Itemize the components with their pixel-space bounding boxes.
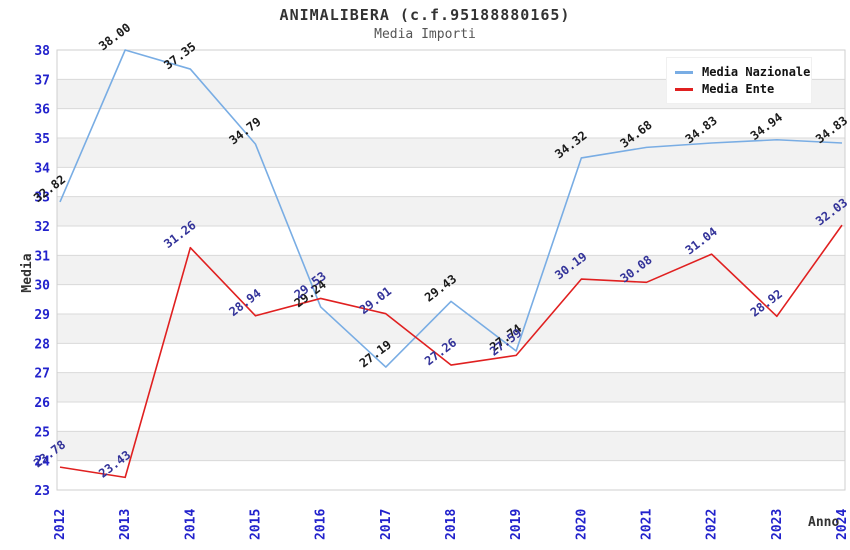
y-tick-label: 37 (34, 73, 50, 88)
x-tick-label: 2020 (574, 509, 589, 540)
legend-label: Media Ente (702, 82, 775, 96)
y-tick-label: 26 (34, 396, 50, 411)
y-tick-label: 29 (34, 308, 50, 323)
x-tick-label: 2014 (183, 509, 198, 540)
grid-band (57, 196, 845, 226)
y-tick-label: 35 (34, 132, 50, 147)
x-tick: 2015 (249, 509, 264, 540)
x-tick-label: 2015 (249, 509, 264, 540)
y-tick-label: 27 (34, 367, 50, 382)
plot-border (56, 49, 846, 491)
x-tick-label: 2019 (509, 509, 524, 540)
grid-band (57, 372, 845, 402)
series-line-media-ente (59, 224, 843, 479)
legend: Media Nazionale Media Ente (666, 57, 812, 104)
legend-item-media-nazionale: Media Nazionale (675, 64, 811, 80)
data-label: 31.04 (683, 225, 720, 258)
grid-band (57, 431, 845, 461)
x-axis-title: Anno (808, 515, 840, 530)
y-tick-label: 36 (34, 103, 50, 118)
x-tick-label: 2024 (835, 509, 850, 540)
x-tick: 2016 (314, 509, 329, 540)
grid-band (57, 314, 845, 344)
series-line-media-nazionale (59, 49, 843, 368)
x-tick: 2024 (835, 509, 850, 540)
y-tick-label: 33 (34, 191, 50, 206)
y-tick-label: 25 (34, 425, 50, 440)
x-tick: 2020 (574, 509, 589, 540)
x-tick: 2019 (509, 509, 524, 540)
y-tick-label: 32 (34, 220, 50, 235)
media-nazionale-line-swatch (675, 70, 693, 74)
x-tick: 2017 (379, 509, 394, 540)
x-tick: 2022 (705, 509, 720, 540)
data-label: 37.35 (161, 39, 198, 72)
chart-title: ANIMALIBERA (c.f.95188880165) (279, 6, 571, 24)
data-label: 38.00 (96, 20, 133, 53)
x-tick-label: 2013 (118, 509, 133, 540)
x-tick-label: 2021 (640, 509, 655, 540)
y-tick-label: 28 (34, 337, 50, 352)
x-tick-label: 2022 (705, 509, 720, 540)
x-tick: 2012 (53, 509, 68, 540)
x-tick: 2021 (640, 509, 655, 540)
y-tick-label: 24 (34, 455, 50, 470)
x-tick-label: 2016 (314, 509, 329, 540)
y-tick-label: 31 (34, 249, 50, 264)
grid-band (57, 255, 845, 285)
x-tick-label: 2012 (53, 509, 68, 540)
x-tick-label: 2017 (379, 509, 394, 540)
legend-label: Media Nazionale (702, 65, 811, 79)
y-tick-label: 23 (34, 484, 50, 499)
y-axis-title: Media (20, 253, 35, 293)
legend-item-media-ente: Media Ente (675, 81, 811, 97)
y-tick-label: 30 (34, 279, 50, 294)
x-tick: 2023 (770, 509, 785, 540)
x-tick-label: 2018 (444, 509, 459, 540)
y-tick-label: 34 (34, 161, 50, 176)
media-ente-line-swatch (675, 87, 693, 91)
x-tick-label: 2023 (770, 509, 785, 540)
chart-subtitle: Media Importi (374, 27, 476, 42)
x-tick: 2018 (444, 509, 459, 540)
x-tick: 2013 (118, 509, 133, 540)
x-tick: 2014 (183, 509, 198, 540)
y-tick-label: 38 (34, 44, 50, 59)
